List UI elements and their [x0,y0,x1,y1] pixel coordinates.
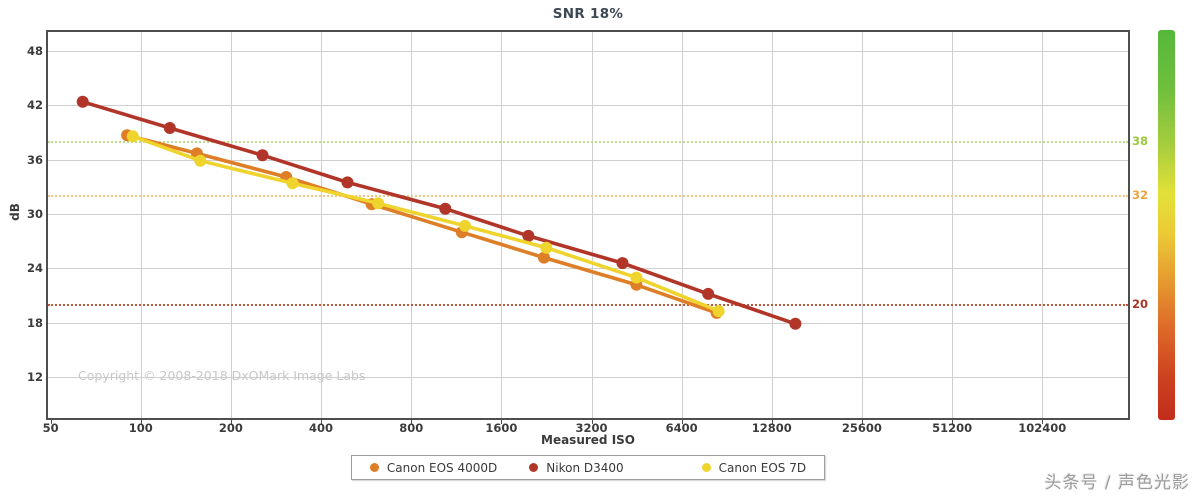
threshold-line-20 [48,303,1128,306]
threshold-label-32: 32 [1132,188,1149,202]
x-tick-label-100: 100 [128,421,153,435]
data-point [789,317,802,330]
data-point [341,176,354,189]
x-axis-title: Measured ISO [541,433,635,447]
legend-item-canon-eos-7d[interactable]: Canon EOS 7D [701,460,807,475]
y-tick-label-24: 24 [26,261,43,276]
data-point [630,271,643,284]
data-point [163,122,176,134]
y-tick-label-48: 48 [26,44,43,59]
data-point [459,219,471,232]
watermark-text: 头条号 / 声色光影 [1044,473,1190,493]
gridline-y-36 [48,159,1128,161]
data-point [616,257,629,270]
x-tick-label-25600: 25600 [841,421,882,435]
plot-area [46,30,1130,420]
copyright-text: Copyright © 2008-2018 DxOMark Image Labs [78,368,366,383]
y-tick-label-42: 42 [26,98,43,113]
series-line-canon-eos-4000d [125,133,719,315]
y-tick-label-12: 12 [26,370,43,385]
gridline-x-1600 [501,32,503,418]
series-line-nikon-d3400 [80,100,798,326]
series-plot [76,95,802,330]
threshold-label-20: 20 [1132,296,1149,311]
x-tick-mark-800 [411,420,413,424]
x-tick-mark-25600 [861,420,863,424]
threshold-label-38: 38 [1132,133,1149,148]
gridline-x-25600 [861,32,863,418]
x-tick-label-3200: 3200 [575,421,608,435]
legend-label: Canon EOS 4000D [386,460,498,475]
y-tick-label-18: 18 [26,315,43,330]
data-point [194,154,207,167]
gridline-x-51200 [952,32,954,418]
data-point [439,202,452,215]
gridline-x-100 [140,32,142,418]
x-tick-mark-102400 [1042,420,1044,424]
y-tick-label-36: 36 [26,152,43,167]
x-tick-label-12800: 12800 [751,421,792,435]
legend-row: Canon EOS 4000D Nikon D3400 Canon EOS 7D [48,455,1128,480]
x-tick-mark-1600 [501,420,503,424]
gridline-x-102400 [1042,32,1044,418]
x-tick-mark-200 [230,420,232,424]
data-point [522,229,535,242]
legend-color-dot-icon [369,463,379,472]
x-tick-mark-400 [321,420,323,424]
x-tick-label-200: 200 [218,421,243,435]
legend-item-canon-eos-4000d[interactable]: Canon EOS 4000D [369,460,498,475]
gridline-y-42 [48,105,1128,107]
gridline-x-400 [321,32,323,418]
x-tick-mark-3200 [591,420,593,424]
legend-label: Nikon D3400 [546,460,624,475]
x-tick-mark-51200 [952,420,954,424]
gridline-x-800 [411,32,413,418]
threshold-line-38 [48,140,1128,143]
gridline-y-12 [48,377,1128,379]
data-point [126,130,139,143]
y-axis-title: dB [7,203,22,221]
x-tick-label-6400: 6400 [665,421,698,435]
x-tick-label-50: 50 [42,421,59,435]
x-tick-mark-6400 [681,420,683,424]
threshold-line-32 [48,195,1128,197]
gridline-x-12800 [771,32,773,418]
data-point [702,287,715,300]
legend-color-dot-icon [701,463,711,472]
gridline-x-3200 [591,32,593,418]
gridline-y-48 [48,51,1128,53]
x-tick-label-400: 400 [309,421,334,435]
x-tick-mark-12800 [771,420,773,424]
data-point [286,177,299,190]
x-tick-label-1600: 1600 [485,421,518,435]
gridline-x-6400 [681,32,683,418]
chart-title: SNR 18% [552,6,624,22]
gridline-y-18 [48,322,1128,324]
legend-color-dot-icon [529,463,539,472]
x-tick-label-800: 800 [399,421,424,435]
x-tick-label-102400: 102400 [1018,421,1067,435]
gridline-x-200 [230,32,232,418]
legend-box: Canon EOS 4000D Nikon D3400 Canon EOS 7D [350,455,826,480]
data-point [712,305,725,318]
gridline-y-30 [48,214,1128,216]
data-point [256,149,269,162]
x-tick-mark-50 [50,420,52,424]
data-point [372,197,385,210]
data-point [540,241,553,254]
legend-label: Canon EOS 7D [718,460,807,475]
legend-item-nikon-d3400[interactable]: Nikon D3400 [529,460,624,475]
series-line-canon-eos-7d [130,134,721,313]
data-point [538,251,550,264]
x-tick-mark-100 [140,420,142,424]
x-tick-label-51200: 51200 [932,421,973,435]
snr-scale-gradient-bar [1158,30,1175,420]
y-tick-label-30: 30 [26,207,43,222]
data-point [76,95,89,108]
